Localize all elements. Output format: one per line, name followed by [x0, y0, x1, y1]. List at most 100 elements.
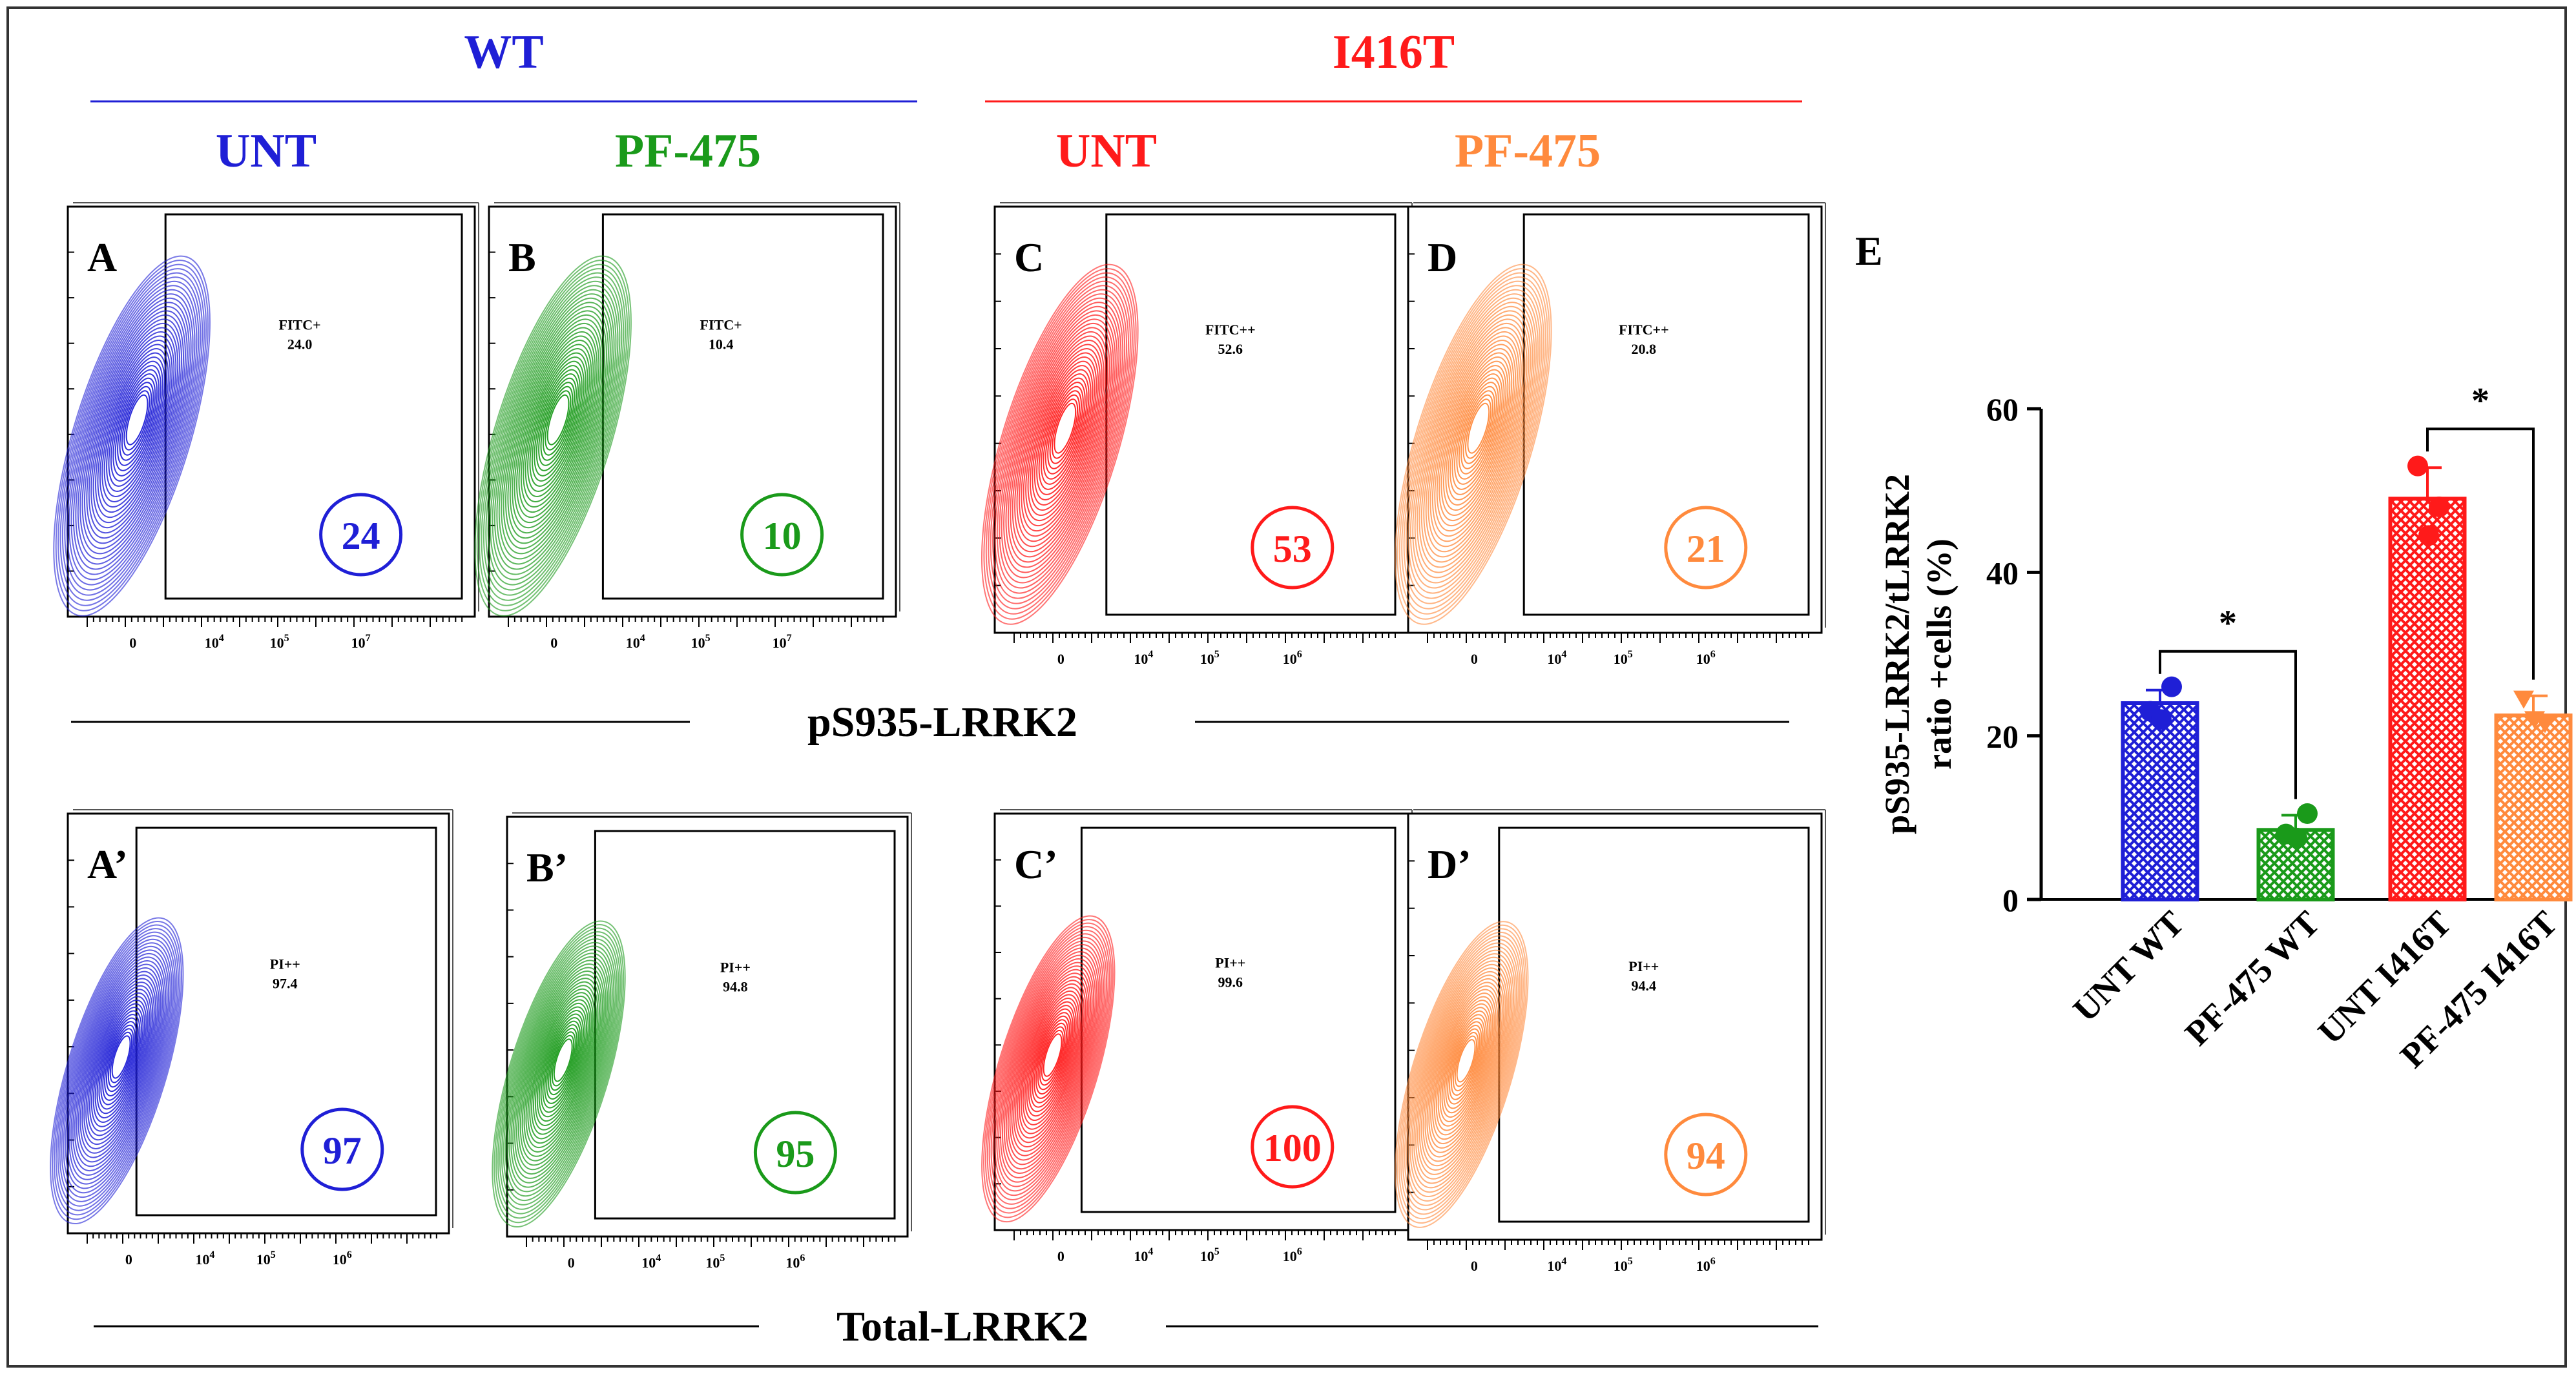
circled-value: 95: [776, 1133, 815, 1175]
contour-level: [983, 919, 1114, 1218]
contour-level: [996, 943, 1103, 1187]
data-point: [2287, 828, 2307, 848]
gate-name: FITC++: [1619, 322, 1669, 338]
contour-level: [83, 981, 155, 1145]
contour-level: [88, 992, 151, 1132]
contour-level: [985, 272, 1135, 615]
contour-level: [74, 963, 163, 1167]
contour-level: [1032, 1012, 1072, 1104]
contour-level: [1436, 344, 1517, 527]
contour-level: [79, 974, 158, 1154]
contour-level: [96, 1007, 144, 1114]
y-tick-label: 0: [2002, 882, 2019, 918]
contour-level: [534, 369, 581, 477]
contour-level: [514, 331, 598, 524]
contour-level: [1420, 970, 1506, 1167]
contour-level: [510, 956, 610, 1184]
circled-value: 10: [763, 515, 802, 557]
contour-level: [531, 365, 583, 482]
contour-level: [1398, 272, 1548, 615]
contour-level: [117, 377, 156, 466]
contour-level: [1038, 373, 1090, 490]
contour-level: [125, 394, 149, 446]
contour-level: [1431, 335, 1520, 537]
contour-level: [1417, 963, 1510, 1175]
y-tick-label: 20: [1986, 719, 2019, 755]
gate-percent: 24.0: [287, 336, 313, 353]
contour-level: [68, 952, 168, 1180]
contour-level: [999, 297, 1124, 584]
contour-level: [535, 373, 579, 471]
contour-level: [1411, 953, 1515, 1189]
contour-level: [516, 335, 596, 519]
contour-level: [83, 314, 185, 544]
significance-label: *: [2219, 604, 2237, 644]
x-tick-label: 104: [195, 1249, 214, 1268]
contour-level: [99, 344, 171, 508]
contour-level: [986, 926, 1111, 1209]
contour-level: [1404, 938, 1521, 1206]
contour-level: [1407, 289, 1541, 594]
contour-level: [79, 305, 188, 555]
contour-level: [981, 263, 1139, 625]
contour-level: [1440, 352, 1513, 517]
contour-level: [496, 297, 613, 565]
contour-level: [1019, 987, 1083, 1135]
contour-level: [119, 382, 154, 461]
contour-level: [81, 978, 157, 1149]
contour-level: [542, 1017, 583, 1109]
contour-level: [1418, 310, 1532, 568]
contour-level: [76, 967, 161, 1163]
x-tick-label: 105: [256, 1249, 276, 1268]
x-tick-label: 104: [1547, 1256, 1566, 1274]
value-circle: [740, 493, 824, 577]
contour-level: [57, 931, 178, 1207]
gate-percent: 10.4: [709, 336, 734, 353]
contour-level: [1005, 961, 1095, 1165]
contour-level: [1453, 377, 1501, 485]
flow-panel-b-prime: 0 104 105 106 B’ PI++ 94.8 95: [492, 812, 912, 1271]
contour-level: [98, 1010, 142, 1110]
contour-level: [1452, 1032, 1479, 1092]
contour-level: [1013, 976, 1088, 1148]
x-tick-label: 0: [125, 1251, 132, 1268]
contour-level: [111, 1035, 131, 1079]
panel-letter-e: E: [1855, 228, 1883, 274]
contour-level: [493, 293, 615, 570]
flow-panel-a-prime: 0 104 105 106 A’ PI++ 97.4 97: [50, 809, 453, 1268]
contour-level: [1028, 1005, 1075, 1113]
contour-level: [1460, 390, 1495, 469]
gate-name: PI++: [1628, 958, 1659, 974]
contour-level: [1047, 390, 1082, 469]
x-tick-label: 106: [333, 1249, 352, 1268]
contour-level: [1437, 1003, 1492, 1127]
contour-level: [990, 280, 1131, 604]
contour-level: [1001, 302, 1122, 579]
x-tick-label: 105: [270, 633, 289, 651]
x-tick-label: 106: [1696, 1256, 1716, 1274]
contour-level: [515, 967, 605, 1171]
contour-level: [1467, 402, 1490, 454]
contour-level: [72, 293, 194, 570]
contour-level: [65, 945, 171, 1189]
contour-level: [1039, 1026, 1066, 1086]
contour-level: [531, 995, 592, 1135]
contour-level: [1447, 1021, 1484, 1105]
value-circle: [1664, 1113, 1748, 1196]
circled-value: 100: [1263, 1127, 1322, 1169]
contour-level: [52, 921, 183, 1220]
contour-level: [1012, 322, 1112, 553]
y-tick-label: 40: [1986, 555, 2019, 591]
bar: [2494, 714, 2573, 901]
contour-level: [97, 340, 173, 513]
contour-level: [1024, 998, 1079, 1122]
contour-level: [70, 289, 196, 575]
figure-frame: [6, 6, 2567, 1368]
contour-level: [1007, 965, 1093, 1161]
contour-level: [55, 260, 209, 611]
contour-level: [101, 348, 169, 502]
contour-level: [542, 385, 574, 456]
contour-level: [1049, 394, 1081, 464]
x-tick-label: 106: [1283, 1246, 1302, 1264]
contour-level: [1397, 268, 1550, 620]
